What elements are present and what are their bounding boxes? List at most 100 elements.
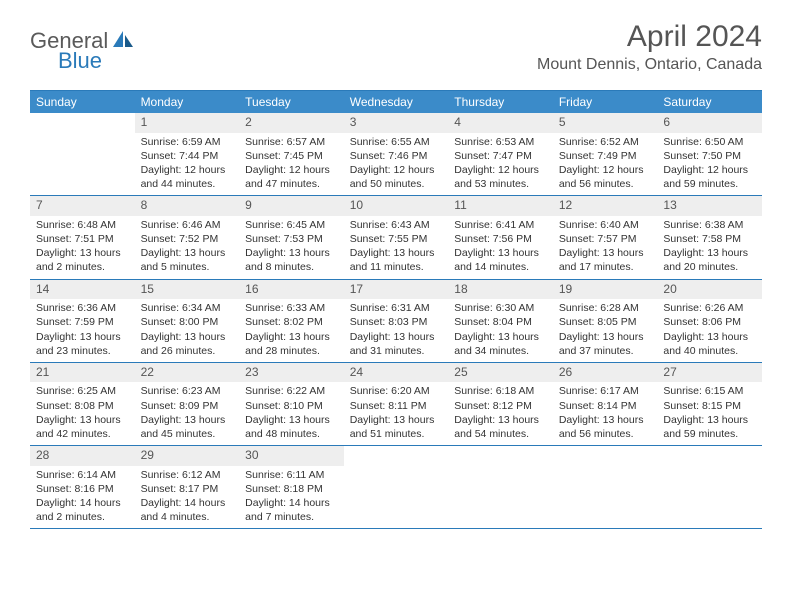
day-dl2: and 37 minutes. xyxy=(559,344,652,358)
day-sunset: Sunset: 7:55 PM xyxy=(350,232,443,246)
day-details: Sunrise: 6:45 AMSunset: 7:53 PMDaylight:… xyxy=(239,216,344,279)
day-dl2: and 50 minutes. xyxy=(350,177,443,191)
day-cell: 25Sunrise: 6:18 AMSunset: 8:12 PMDayligh… xyxy=(448,363,553,445)
day-details: Sunrise: 6:12 AMSunset: 8:17 PMDaylight:… xyxy=(135,466,240,529)
day-number: 27 xyxy=(657,363,762,383)
day-details: Sunrise: 6:22 AMSunset: 8:10 PMDaylight:… xyxy=(239,382,344,445)
day-dl1: Daylight: 13 hours xyxy=(350,246,443,260)
day-dl1: Daylight: 13 hours xyxy=(454,246,547,260)
day-sunrise: Sunrise: 6:34 AM xyxy=(141,301,234,315)
day-cell: 13Sunrise: 6:38 AMSunset: 7:58 PMDayligh… xyxy=(657,196,762,278)
day-number: 13 xyxy=(657,196,762,216)
day-dl1: Daylight: 13 hours xyxy=(245,330,338,344)
day-cell xyxy=(30,113,135,195)
day-dl2: and 4 minutes. xyxy=(141,510,234,524)
day-dl1: Daylight: 13 hours xyxy=(663,413,756,427)
day-details: Sunrise: 6:28 AMSunset: 8:05 PMDaylight:… xyxy=(553,299,658,362)
day-sunset: Sunset: 7:50 PM xyxy=(663,149,756,163)
day-sunrise: Sunrise: 6:53 AM xyxy=(454,135,547,149)
day-dl2: and 51 minutes. xyxy=(350,427,443,441)
day-cell: 26Sunrise: 6:17 AMSunset: 8:14 PMDayligh… xyxy=(553,363,658,445)
day-sunrise: Sunrise: 6:41 AM xyxy=(454,218,547,232)
day-cell: 11Sunrise: 6:41 AMSunset: 7:56 PMDayligh… xyxy=(448,196,553,278)
day-sunrise: Sunrise: 6:22 AM xyxy=(245,384,338,398)
day-details: Sunrise: 6:18 AMSunset: 8:12 PMDaylight:… xyxy=(448,382,553,445)
day-details: Sunrise: 6:31 AMSunset: 8:03 PMDaylight:… xyxy=(344,299,449,362)
day-details: Sunrise: 6:34 AMSunset: 8:00 PMDaylight:… xyxy=(135,299,240,362)
day-details: Sunrise: 6:17 AMSunset: 8:14 PMDaylight:… xyxy=(553,382,658,445)
day-sunrise: Sunrise: 6:14 AM xyxy=(36,468,129,482)
day-number xyxy=(30,113,135,133)
day-details: Sunrise: 6:48 AMSunset: 7:51 PMDaylight:… xyxy=(30,216,135,279)
dow-tuesday: Tuesday xyxy=(239,91,344,113)
day-dl2: and 54 minutes. xyxy=(454,427,547,441)
day-sunrise: Sunrise: 6:52 AM xyxy=(559,135,652,149)
day-sunrise: Sunrise: 6:50 AM xyxy=(663,135,756,149)
day-sunset: Sunset: 8:04 PM xyxy=(454,315,547,329)
day-sunset: Sunset: 8:15 PM xyxy=(663,399,756,413)
day-number: 3 xyxy=(344,113,449,133)
day-number: 11 xyxy=(448,196,553,216)
day-dl2: and 56 minutes. xyxy=(559,177,652,191)
day-details: Sunrise: 6:11 AMSunset: 8:18 PMDaylight:… xyxy=(239,466,344,529)
day-dl2: and 45 minutes. xyxy=(141,427,234,441)
day-cell: 2Sunrise: 6:57 AMSunset: 7:45 PMDaylight… xyxy=(239,113,344,195)
day-dl2: and 2 minutes. xyxy=(36,510,129,524)
day-sunset: Sunset: 8:09 PM xyxy=(141,399,234,413)
day-number: 25 xyxy=(448,363,553,383)
day-details: Sunrise: 6:33 AMSunset: 8:02 PMDaylight:… xyxy=(239,299,344,362)
day-number: 24 xyxy=(344,363,449,383)
week-row: 28Sunrise: 6:14 AMSunset: 8:16 PMDayligh… xyxy=(30,446,762,529)
weeks-container: 1Sunrise: 6:59 AMSunset: 7:44 PMDaylight… xyxy=(30,113,762,529)
dow-wednesday: Wednesday xyxy=(344,91,449,113)
day-sunset: Sunset: 7:47 PM xyxy=(454,149,547,163)
day-cell: 14Sunrise: 6:36 AMSunset: 7:59 PMDayligh… xyxy=(30,280,135,362)
day-sunrise: Sunrise: 6:31 AM xyxy=(350,301,443,315)
day-cell: 9Sunrise: 6:45 AMSunset: 7:53 PMDaylight… xyxy=(239,196,344,278)
day-cell xyxy=(448,446,553,528)
day-sunrise: Sunrise: 6:30 AM xyxy=(454,301,547,315)
day-details: Sunrise: 6:25 AMSunset: 8:08 PMDaylight:… xyxy=(30,382,135,445)
day-sunrise: Sunrise: 6:18 AM xyxy=(454,384,547,398)
day-sunrise: Sunrise: 6:45 AM xyxy=(245,218,338,232)
dow-monday: Monday xyxy=(135,91,240,113)
day-dl1: Daylight: 13 hours xyxy=(663,330,756,344)
day-dl2: and 11 minutes. xyxy=(350,260,443,274)
day-dl1: Daylight: 12 hours xyxy=(350,163,443,177)
day-number: 8 xyxy=(135,196,240,216)
day-cell: 15Sunrise: 6:34 AMSunset: 8:00 PMDayligh… xyxy=(135,280,240,362)
dow-friday: Friday xyxy=(553,91,658,113)
week-row: 1Sunrise: 6:59 AMSunset: 7:44 PMDaylight… xyxy=(30,113,762,196)
day-sunset: Sunset: 8:16 PM xyxy=(36,482,129,496)
day-sunrise: Sunrise: 6:23 AM xyxy=(141,384,234,398)
day-sunset: Sunset: 8:10 PM xyxy=(245,399,338,413)
day-sunrise: Sunrise: 6:15 AM xyxy=(663,384,756,398)
day-sunset: Sunset: 7:44 PM xyxy=(141,149,234,163)
day-cell: 23Sunrise: 6:22 AMSunset: 8:10 PMDayligh… xyxy=(239,363,344,445)
day-number: 28 xyxy=(30,446,135,466)
day-number: 19 xyxy=(553,280,658,300)
day-dl1: Daylight: 13 hours xyxy=(559,413,652,427)
day-dl2: and 40 minutes. xyxy=(663,344,756,358)
day-cell: 24Sunrise: 6:20 AMSunset: 8:11 PMDayligh… xyxy=(344,363,449,445)
day-number xyxy=(553,446,658,466)
day-sunset: Sunset: 8:03 PM xyxy=(350,315,443,329)
day-details: Sunrise: 6:50 AMSunset: 7:50 PMDaylight:… xyxy=(657,133,762,196)
day-cell xyxy=(657,446,762,528)
day-dl2: and 17 minutes. xyxy=(559,260,652,274)
day-dl1: Daylight: 13 hours xyxy=(559,330,652,344)
day-sunrise: Sunrise: 6:26 AM xyxy=(663,301,756,315)
day-cell: 17Sunrise: 6:31 AMSunset: 8:03 PMDayligh… xyxy=(344,280,449,362)
day-sunset: Sunset: 8:02 PM xyxy=(245,315,338,329)
day-dl1: Daylight: 13 hours xyxy=(141,246,234,260)
title-block: April 2024 Mount Dennis, Ontario, Canada xyxy=(537,20,762,74)
day-number: 30 xyxy=(239,446,344,466)
day-sunset: Sunset: 8:08 PM xyxy=(36,399,129,413)
day-dl1: Daylight: 13 hours xyxy=(454,330,547,344)
days-of-week-header: Sunday Monday Tuesday Wednesday Thursday… xyxy=(30,91,762,113)
day-dl1: Daylight: 13 hours xyxy=(245,246,338,260)
day-number: 16 xyxy=(239,280,344,300)
day-dl2: and 28 minutes. xyxy=(245,344,338,358)
day-number: 18 xyxy=(448,280,553,300)
day-number: 17 xyxy=(344,280,449,300)
